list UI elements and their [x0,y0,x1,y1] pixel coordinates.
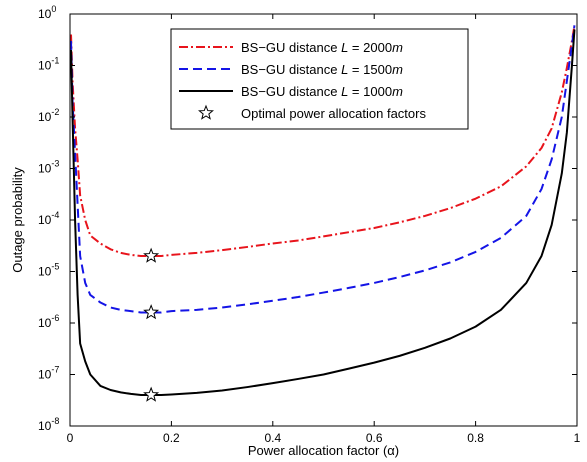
y-tick-label: 10-6 [38,313,59,330]
y-axis-label: Outage probability [10,167,25,273]
x-tick-label: 0.8 [467,431,484,445]
y-tick-label: 10-4 [38,210,59,227]
x-tick-label: 0.2 [163,431,180,445]
legend-label-2: BS−GU distance L = 1500m [241,62,403,77]
legend-label-1: BS−GU distance L = 2000m [241,40,403,55]
y-tick-label: 10-5 [38,262,59,279]
optimal-point-marker-2 [143,304,160,320]
y-tick-label: 10-1 [38,56,59,73]
series-layer [70,25,576,396]
x-tick-label: 0.4 [264,431,281,445]
legend-box [170,28,469,130]
optimal-point-marker-3 [143,386,160,402]
y-tick-label: 10-8 [38,416,59,433]
y-tick-label: 10-2 [38,107,59,124]
y-tick-label: 10-7 [38,365,59,382]
legend-label-3: BS−GU distance L = 1000m [241,84,403,99]
y-tick-label: 10-3 [38,159,59,176]
optimal-point-marker-1 [143,247,160,263]
x-tick-label: 1 [574,431,581,445]
x-tick-label: 0.6 [366,431,383,445]
series-line-3 [70,29,576,396]
marker-layer [143,247,160,402]
legend-label-markers: Optimal power allocation factors [241,106,426,121]
legend: BS−GU distance L = 2000m BS−GU distance L… [170,28,469,130]
x-axis-label: Power allocation factor (α) [248,443,399,458]
legend-star-icon [198,104,214,120]
x-tick-label: 0 [67,431,74,445]
tick-layer: 0 0.2 0.4 0.6 0.8 1 100 10-1 10-2 10-3 10-4 10-5 10-… [38,4,581,445]
series-line-1 [70,25,576,257]
y-tick-label: 100 [38,4,56,21]
